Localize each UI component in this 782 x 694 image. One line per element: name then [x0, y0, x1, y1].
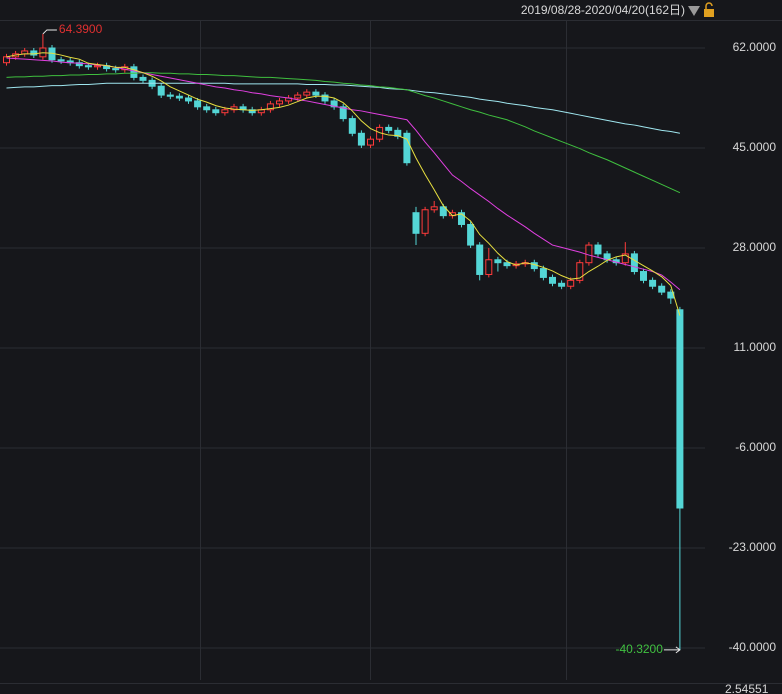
- candle-body: [57, 59, 65, 62]
- candle-body: [558, 282, 566, 287]
- candle-body: [649, 279, 657, 287]
- high-label: 64.3900: [59, 22, 103, 36]
- candle-body: [421, 209, 429, 234]
- candle-body: [658, 285, 666, 293]
- candle-body: [330, 100, 338, 108]
- candle-body: [430, 206, 438, 211]
- candle-body: [221, 109, 229, 114]
- candle-body: [139, 76, 147, 81]
- candle-body: [385, 126, 393, 131]
- low-pointer: [663, 646, 681, 654]
- y-tick-label: 11.0000: [734, 340, 777, 354]
- candle-body: [212, 109, 220, 114]
- y-tick-label: 62.0000: [733, 40, 777, 54]
- lock-icon[interactable]: [704, 2, 714, 17]
- low-label: -40.3200: [616, 642, 664, 656]
- date-dividers: [200, 20, 567, 680]
- candle-body: [94, 65, 101, 68]
- candle-body: [412, 212, 420, 234]
- candle-body: [30, 50, 38, 56]
- candle-body: [185, 97, 192, 102]
- candle-body: [203, 106, 211, 111]
- y-tick-label: -40.0000: [729, 640, 777, 654]
- y-tick-label: -23.0000: [729, 540, 777, 554]
- y-tick-label: -6.0000: [735, 440, 776, 454]
- moving-average-line: [6, 72, 681, 194]
- candle-body: [467, 223, 475, 246]
- candle-body: [367, 138, 374, 146]
- candle-body: [403, 132, 411, 164]
- footer-value: 2.54551: [725, 682, 769, 694]
- candle-body: [294, 94, 302, 99]
- candle-body: [130, 66, 138, 78]
- candle-body: [539, 268, 547, 278]
- candle-body: [339, 106, 347, 120]
- candle-body: [312, 91, 320, 96]
- high-pointer: [42, 29, 57, 35]
- candle-body: [157, 85, 165, 96]
- candle-body: [549, 276, 556, 284]
- candle-body: [194, 100, 202, 108]
- y-tick-label: 28.0000: [733, 240, 777, 254]
- candle-body: [75, 62, 83, 67]
- candle-body: [303, 91, 311, 96]
- candle-body: [84, 65, 92, 68]
- candle-body: [503, 262, 511, 267]
- candle-body: [112, 68, 120, 71]
- candle-body: [640, 271, 647, 281]
- candle-body: [276, 100, 283, 105]
- candle-body: [676, 309, 684, 509]
- candle-body: [175, 95, 183, 99]
- dropdown-icon[interactable]: [688, 6, 700, 16]
- lock-body: [704, 9, 714, 17]
- moving-average-line: [6, 52, 681, 316]
- candle-body: [439, 206, 447, 217]
- candle-body: [494, 259, 502, 264]
- y-tick-label: 45.0000: [733, 140, 777, 154]
- candle-body: [594, 244, 602, 255]
- candle-body: [321, 94, 329, 102]
- candle-body: [248, 109, 256, 114]
- lock-shackle: [705, 2, 713, 9]
- candle-body: [485, 259, 493, 275]
- moving-average-line: [6, 82, 680, 134]
- candles: [3, 33, 684, 650]
- moving-average-line: [6, 57, 681, 291]
- candle-body: [357, 132, 365, 146]
- date-range: 2019/08/28-2020/04/20(162日): [521, 3, 685, 17]
- candle-body: [621, 253, 629, 264]
- candle-body: [266, 103, 274, 111]
- candle-body: [394, 129, 402, 137]
- candle-body: [166, 94, 174, 97]
- candle-body: [348, 118, 356, 134]
- candle-body: [458, 212, 465, 225]
- candle-body: [567, 279, 575, 287]
- candle-body: [576, 262, 584, 281]
- candle-body: [476, 244, 484, 275]
- candle-body: [630, 253, 638, 273]
